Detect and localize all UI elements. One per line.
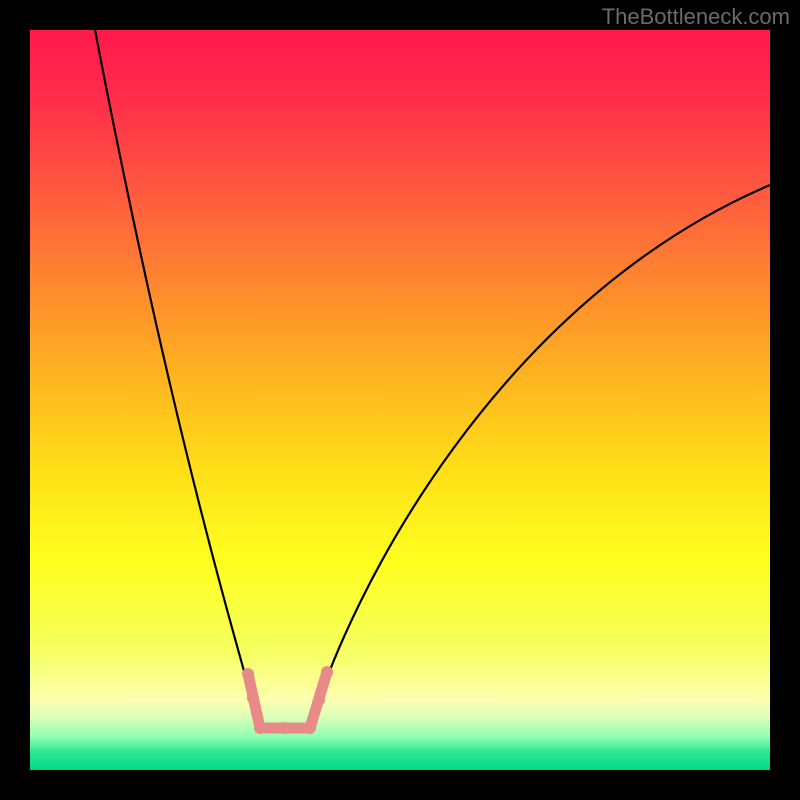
chart-frame: TheBottleneck.com: [0, 0, 800, 800]
chart-svg: [0, 0, 800, 800]
plot-background: [30, 30, 770, 770]
watermark-text: TheBottleneck.com: [602, 4, 790, 30]
